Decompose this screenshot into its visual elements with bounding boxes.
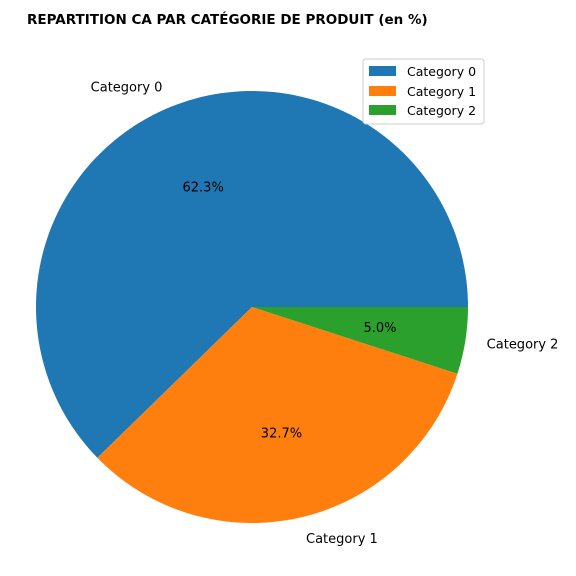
legend: Category 0 Category 1 Category 2: [362, 58, 485, 125]
pie-slice-0: [35, 90, 469, 458]
pie-category-label-1: Category 1: [306, 532, 378, 547]
legend-swatch-1: [369, 86, 396, 96]
pie-percent-label-1: 32.7%: [261, 427, 302, 442]
legend-entry-1: Category 1: [407, 84, 476, 99]
pie-labels: 62.3% Category 0 32.7% Category 1 5.0% Catego…: [91, 80, 559, 546]
legend-swatch-0: [369, 66, 396, 76]
pie-slice-2: [252, 307, 468, 374]
pie-category-label-0: Category 0: [91, 80, 163, 95]
chart-title: REPARTITION CA PAR CATÉGORIE DE PRODUIT …: [27, 11, 428, 28]
pie-slices: [35, 90, 469, 523]
pie-percent-label-0: 62.3%: [183, 180, 224, 195]
pie-slice-1: [97, 307, 458, 523]
pie-category-label-2: Category 2: [487, 338, 559, 353]
legend-entry-2: Category 2: [407, 103, 476, 118]
legend-swatch-2: [369, 105, 396, 115]
pie-percent-label-2: 5.0%: [363, 321, 396, 336]
legend-entry-0: Category 0: [407, 64, 476, 79]
